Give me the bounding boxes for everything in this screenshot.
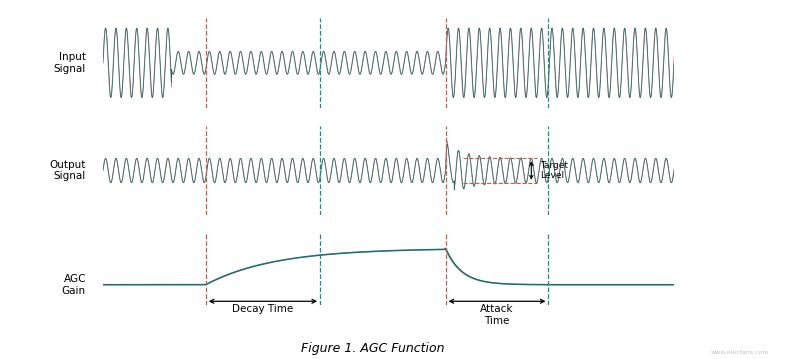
Text: Input
Signal: Input Signal [54, 52, 86, 74]
Text: Decay Time: Decay Time [232, 304, 293, 314]
Text: Attack
Time: Attack Time [481, 304, 514, 326]
Text: Target
Level: Target Level [540, 161, 568, 180]
Text: Figure 1. AGC Function: Figure 1. AGC Function [301, 342, 444, 355]
Text: AGC
Gain: AGC Gain [62, 274, 86, 295]
Text: Output
Signal: Output Signal [50, 160, 86, 181]
Text: www.elecfans.com: www.elecfans.com [711, 350, 769, 355]
